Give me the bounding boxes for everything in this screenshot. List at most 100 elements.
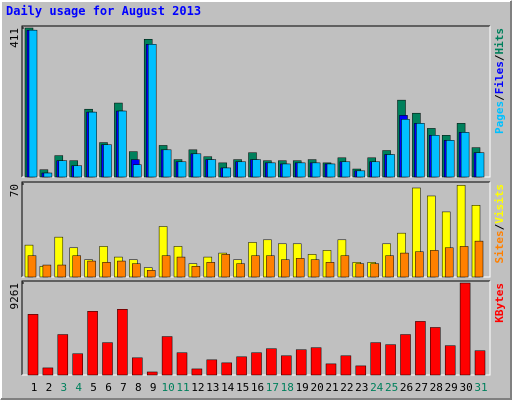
bar bbox=[325, 262, 335, 278]
bar bbox=[459, 282, 471, 376]
x-tick-label: 3 bbox=[60, 381, 67, 394]
bar bbox=[251, 352, 262, 376]
plot-border-dark bbox=[21, 181, 490, 277]
bar bbox=[146, 371, 158, 376]
bar bbox=[355, 365, 367, 376]
bar bbox=[282, 163, 291, 178]
bar bbox=[460, 132, 470, 178]
x-tick-label: 29 bbox=[445, 381, 458, 394]
bar bbox=[310, 259, 320, 278]
bar bbox=[385, 344, 396, 376]
x-tick-label: 6 bbox=[105, 381, 112, 394]
legend: KBytes bbox=[493, 283, 506, 323]
legend-separator: / bbox=[493, 223, 506, 230]
bar bbox=[88, 111, 97, 178]
bar bbox=[27, 314, 39, 376]
bar bbox=[416, 123, 425, 178]
y-tick-label: 411 bbox=[8, 28, 21, 48]
bar bbox=[430, 327, 441, 376]
bar bbox=[385, 255, 394, 278]
bar bbox=[27, 255, 37, 278]
legend: Sites/Visits bbox=[493, 184, 506, 264]
bar bbox=[161, 336, 173, 376]
x-tick-label: 15 bbox=[236, 381, 249, 394]
legend-separator: / bbox=[493, 94, 506, 101]
plot-border-dark bbox=[21, 280, 490, 375]
bar bbox=[161, 255, 171, 278]
bar bbox=[206, 262, 216, 278]
bar bbox=[132, 357, 143, 376]
legend-entry: Files bbox=[493, 61, 506, 94]
bar bbox=[295, 258, 305, 278]
bar bbox=[325, 363, 337, 376]
legend-entry: KBytes bbox=[493, 283, 506, 323]
bar bbox=[474, 350, 486, 376]
x-tick-label: 16 bbox=[251, 381, 264, 394]
bar bbox=[252, 159, 261, 178]
x-tick-label: 4 bbox=[75, 381, 82, 394]
y-tick-label: 9261 bbox=[8, 283, 21, 310]
x-tick-label: 24 bbox=[370, 381, 384, 394]
bar bbox=[370, 342, 381, 376]
x-tick-label: 9 bbox=[150, 381, 157, 394]
bar bbox=[415, 251, 424, 278]
bar bbox=[236, 356, 247, 376]
bar bbox=[400, 252, 409, 278]
bar bbox=[266, 348, 277, 376]
legend: Pages/Files/Hits bbox=[493, 28, 506, 134]
bar bbox=[102, 342, 113, 376]
x-tick-label: 27 bbox=[415, 381, 428, 394]
bar bbox=[191, 368, 203, 376]
bar bbox=[459, 246, 469, 278]
bar bbox=[386, 154, 395, 178]
legend-entry: Sites bbox=[493, 230, 506, 263]
bar bbox=[400, 334, 411, 376]
x-tick-label: 26 bbox=[400, 381, 413, 394]
bar bbox=[311, 162, 321, 178]
bar bbox=[118, 110, 127, 178]
bar bbox=[206, 359, 218, 376]
x-tick-label: 18 bbox=[281, 381, 294, 394]
bar bbox=[42, 264, 52, 278]
bar bbox=[444, 247, 454, 278]
bar bbox=[72, 353, 83, 376]
bar bbox=[340, 355, 352, 376]
bar bbox=[237, 161, 246, 178]
bar bbox=[355, 263, 365, 278]
bar bbox=[191, 266, 201, 278]
x-tick-label: 19 bbox=[296, 381, 309, 394]
bar bbox=[207, 159, 217, 178]
bar bbox=[281, 355, 292, 376]
bar bbox=[146, 270, 156, 278]
bar bbox=[102, 262, 111, 278]
bar bbox=[445, 140, 455, 178]
bar bbox=[371, 161, 380, 178]
x-tick-label: 11 bbox=[176, 381, 189, 394]
bar bbox=[176, 352, 188, 376]
x-tick-label: 23 bbox=[355, 381, 368, 394]
bar bbox=[57, 264, 67, 278]
x-tick-label: 22 bbox=[340, 381, 353, 394]
bar bbox=[117, 309, 128, 376]
x-tick-label: 14 bbox=[221, 381, 235, 394]
x-tick-label: 30 bbox=[459, 381, 472, 394]
bar bbox=[147, 44, 157, 178]
bar bbox=[415, 321, 426, 376]
x-tick-label: 5 bbox=[90, 381, 97, 394]
bar bbox=[117, 260, 126, 278]
plot-border-dark bbox=[21, 25, 490, 177]
bar bbox=[310, 347, 322, 376]
bar bbox=[431, 135, 440, 178]
bar bbox=[221, 254, 230, 278]
bar bbox=[73, 165, 82, 178]
bar bbox=[103, 144, 112, 178]
x-tick-label: 25 bbox=[385, 381, 398, 394]
bar bbox=[133, 164, 142, 178]
bar bbox=[474, 240, 484, 278]
legend-entry: Visits bbox=[493, 184, 506, 224]
bar bbox=[87, 260, 96, 278]
bar bbox=[162, 149, 172, 178]
bar bbox=[475, 152, 485, 178]
